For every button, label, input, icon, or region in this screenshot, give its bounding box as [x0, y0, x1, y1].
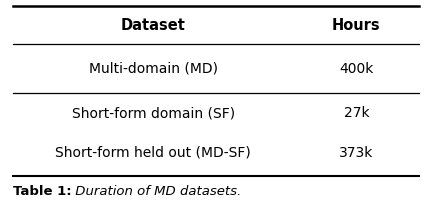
- Text: Duration of MD datasets.: Duration of MD datasets.: [71, 185, 241, 198]
- Text: Short-form held out (MD-SF): Short-form held out (MD-SF): [55, 145, 251, 160]
- Text: 27k: 27k: [343, 106, 369, 120]
- Text: Dataset: Dataset: [121, 18, 186, 33]
- Text: 400k: 400k: [339, 62, 374, 76]
- Text: 373k: 373k: [339, 145, 374, 160]
- Text: Short-form domain (SF): Short-form domain (SF): [72, 106, 235, 120]
- Text: Multi-domain (MD): Multi-domain (MD): [89, 62, 218, 76]
- Text: Table 1:: Table 1:: [13, 185, 72, 198]
- Text: Hours: Hours: [332, 18, 381, 33]
